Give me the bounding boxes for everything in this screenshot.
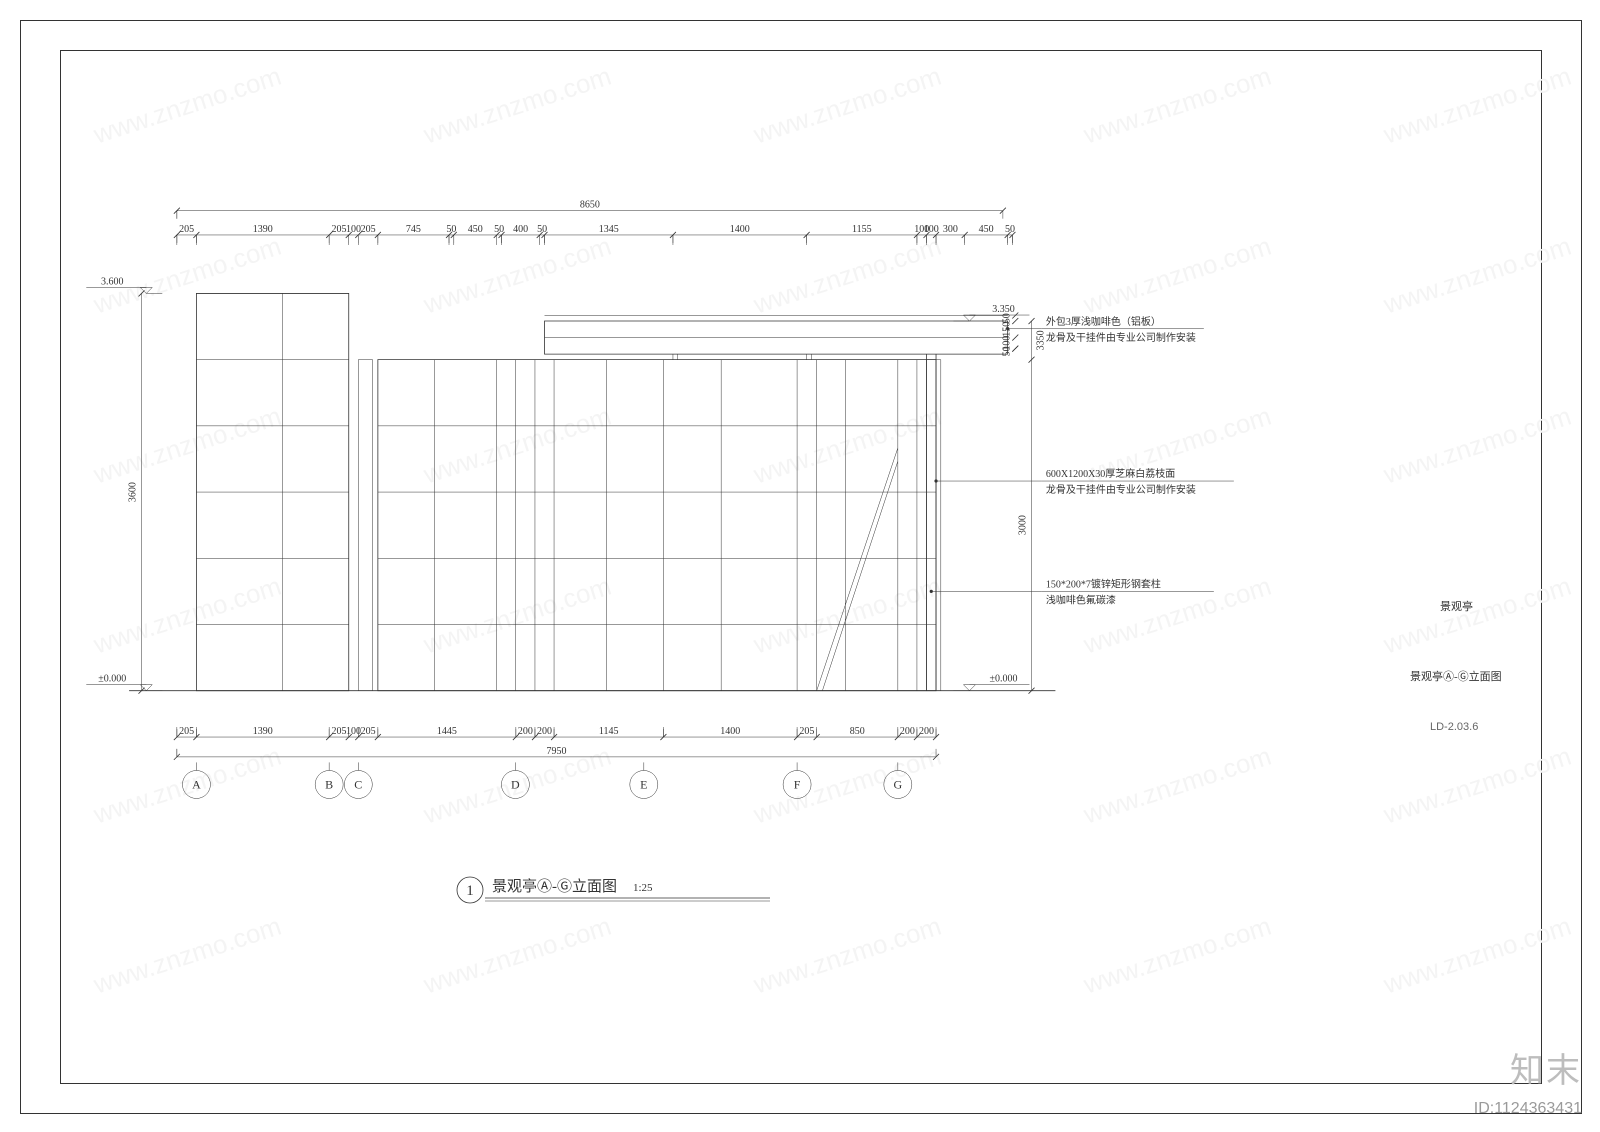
svg-text:205: 205 bbox=[361, 726, 376, 737]
svg-text:205: 205 bbox=[331, 726, 346, 737]
svg-text:450: 450 bbox=[468, 224, 483, 235]
svg-text:205: 205 bbox=[179, 726, 194, 737]
svg-text:±0.000: ±0.000 bbox=[989, 674, 1017, 685]
svg-text:3.600: 3.600 bbox=[101, 276, 124, 287]
svg-text:景观亭Ⓐ-Ⓖ立面图: 景观亭Ⓐ-Ⓖ立面图 bbox=[492, 877, 617, 895]
svg-text:50: 50 bbox=[537, 224, 547, 235]
brand-id-text: ID:1124363431 bbox=[1474, 1100, 1582, 1118]
svg-text:1400: 1400 bbox=[730, 224, 750, 235]
svg-text:200: 200 bbox=[518, 726, 533, 737]
svg-text:205: 205 bbox=[179, 224, 194, 235]
svg-text:3.350: 3.350 bbox=[992, 304, 1015, 315]
svg-text:600X1200X30厚芝麻白荔枝面: 600X1200X30厚芝麻白荔枝面 bbox=[1046, 467, 1175, 480]
svg-text:±0.000: ±0.000 bbox=[98, 674, 126, 685]
svg-text:205: 205 bbox=[331, 224, 346, 235]
svg-text:1: 1 bbox=[466, 883, 474, 899]
svg-text:205: 205 bbox=[799, 726, 814, 737]
svg-text:LD-2.03.6: LD-2.03.6 bbox=[1430, 721, 1478, 733]
svg-text:3600: 3600 bbox=[128, 482, 139, 502]
svg-text:1:25: 1:25 bbox=[633, 882, 653, 894]
brand-logo-text: 知末 bbox=[1510, 1043, 1582, 1092]
svg-text:浅咖啡色氟碳漆: 浅咖啡色氟碳漆 bbox=[1046, 593, 1116, 606]
svg-text:400: 400 bbox=[513, 224, 528, 235]
svg-text:3000: 3000 bbox=[1018, 515, 1029, 535]
drawing-canvas: 8650205139020510020574550450504005013451… bbox=[0, 0, 1600, 1132]
svg-text:150*200*7镀锌矩形钢套柱: 150*200*7镀锌矩形钢套柱 bbox=[1046, 577, 1161, 590]
svg-text:100: 100 bbox=[346, 726, 361, 737]
svg-text:100: 100 bbox=[924, 224, 939, 235]
svg-text:100: 100 bbox=[346, 224, 361, 235]
svg-text:D: D bbox=[511, 777, 520, 791]
svg-text:外包3厚浅咖啡色（铝板）: 外包3厚浅咖啡色（铝板） bbox=[1046, 315, 1161, 328]
svg-text:205: 205 bbox=[361, 224, 376, 235]
svg-text:200: 200 bbox=[537, 726, 552, 737]
svg-text:龙骨及干挂件由专业公司制作安装: 龙骨及干挂件由专业公司制作安装 bbox=[1046, 483, 1196, 496]
svg-text:景观亭Ⓐ-Ⓖ立面图: 景观亭Ⓐ-Ⓖ立面图 bbox=[1410, 669, 1502, 683]
svg-text:200: 200 bbox=[900, 726, 915, 737]
svg-text:G: G bbox=[894, 777, 903, 791]
svg-text:F: F bbox=[794, 777, 801, 791]
svg-text:50: 50 bbox=[494, 224, 504, 235]
svg-text:8650: 8650 bbox=[580, 200, 600, 211]
svg-text:300: 300 bbox=[943, 224, 958, 235]
svg-text:景观亭: 景观亭 bbox=[1440, 599, 1473, 613]
svg-text:B: B bbox=[325, 777, 333, 791]
svg-text:1145: 1145 bbox=[599, 726, 619, 737]
svg-text:1390: 1390 bbox=[253, 726, 273, 737]
svg-text:450: 450 bbox=[979, 224, 994, 235]
svg-text:1155: 1155 bbox=[852, 224, 872, 235]
svg-text:50: 50 bbox=[1001, 346, 1012, 356]
svg-text:1345: 1345 bbox=[599, 224, 619, 235]
svg-text:E: E bbox=[640, 777, 647, 791]
svg-text:200: 200 bbox=[919, 726, 934, 737]
svg-text:1400: 1400 bbox=[720, 726, 740, 737]
svg-text:745: 745 bbox=[406, 224, 421, 235]
svg-text:C: C bbox=[354, 777, 362, 791]
svg-text:1390: 1390 bbox=[253, 224, 273, 235]
svg-text:50: 50 bbox=[446, 224, 456, 235]
svg-text:850: 850 bbox=[850, 726, 865, 737]
svg-text:1445: 1445 bbox=[437, 726, 457, 737]
svg-text:龙骨及干挂件由专业公司制作安装: 龙骨及干挂件由专业公司制作安装 bbox=[1046, 331, 1196, 344]
svg-text:A: A bbox=[192, 777, 201, 791]
svg-text:7950: 7950 bbox=[546, 746, 566, 757]
svg-text:50: 50 bbox=[1005, 224, 1015, 235]
